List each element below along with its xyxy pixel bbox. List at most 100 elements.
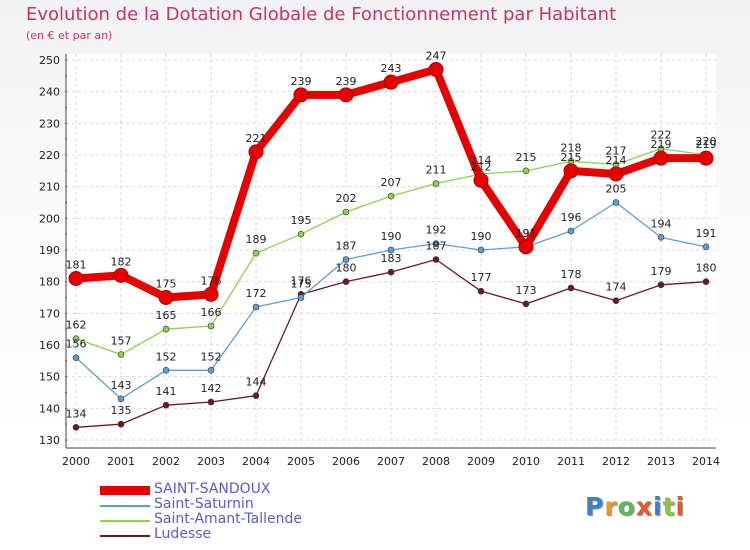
legend-label: SAINT-SANDOUX bbox=[154, 481, 271, 497]
data-point bbox=[297, 294, 305, 301]
data-point bbox=[342, 278, 350, 285]
legend-swatch bbox=[100, 519, 150, 522]
data-point bbox=[113, 267, 129, 283]
data-point bbox=[72, 354, 80, 361]
data-point bbox=[252, 392, 260, 399]
chart-subtitle: (en € et par an) bbox=[26, 29, 113, 42]
legend-swatch bbox=[100, 486, 150, 495]
data-point bbox=[162, 367, 170, 374]
data-label: 191 bbox=[696, 227, 717, 240]
data-point bbox=[72, 424, 80, 431]
data-label: 176 bbox=[291, 274, 312, 287]
data-point bbox=[698, 150, 714, 166]
data-point bbox=[432, 240, 440, 247]
data-label: 214 bbox=[606, 154, 627, 167]
data-point bbox=[428, 62, 444, 77]
data-label: 202 bbox=[336, 192, 357, 205]
data-label: 134 bbox=[66, 407, 87, 420]
x-tick-label: 2009 bbox=[467, 455, 495, 468]
x-tick-label: 2011 bbox=[557, 455, 585, 468]
x-tick-label: 2012 bbox=[602, 455, 630, 468]
data-label: 181 bbox=[66, 259, 87, 272]
data-point bbox=[387, 246, 395, 254]
data-label: 217 bbox=[606, 145, 627, 158]
data-point bbox=[653, 150, 669, 166]
legend-label: Ludesse bbox=[154, 526, 212, 542]
data-label: 219 bbox=[651, 138, 672, 151]
data-label: 175 bbox=[291, 278, 312, 291]
y-tick-label: 180 bbox=[39, 276, 60, 289]
x-tick-label: 2000 bbox=[62, 455, 90, 468]
data-point bbox=[522, 300, 530, 308]
data-label: 212 bbox=[471, 160, 492, 173]
data-label: 144 bbox=[246, 376, 267, 389]
data-point bbox=[162, 401, 170, 409]
x-tick-label: 2013 bbox=[647, 455, 675, 468]
data-point bbox=[522, 167, 530, 175]
data-label: 180 bbox=[696, 262, 717, 275]
data-label: 215 bbox=[561, 151, 582, 164]
x-tick-label: 2004 bbox=[242, 455, 270, 468]
data-label: 141 bbox=[156, 385, 177, 398]
data-label: 221 bbox=[246, 132, 267, 145]
data-label: 157 bbox=[111, 335, 132, 348]
data-label: 175 bbox=[156, 278, 177, 291]
data-label: 152 bbox=[156, 350, 177, 363]
y-tick-label: 200 bbox=[39, 212, 60, 225]
data-label: 135 bbox=[111, 404, 132, 417]
data-point bbox=[68, 271, 84, 286]
data-label: 173 bbox=[516, 284, 537, 297]
y-tick-label: 230 bbox=[39, 117, 60, 130]
data-label: 180 bbox=[336, 262, 357, 275]
data-label: 165 bbox=[156, 309, 177, 322]
data-point bbox=[567, 227, 575, 235]
data-point bbox=[432, 256, 440, 263]
data-label: 214 bbox=[471, 154, 492, 167]
data-point bbox=[612, 297, 620, 304]
data-point bbox=[473, 172, 489, 188]
y-tick-label: 140 bbox=[39, 402, 60, 415]
y-tick-label: 220 bbox=[39, 149, 60, 162]
data-label: 152 bbox=[201, 350, 222, 363]
data-point bbox=[342, 256, 350, 263]
data-point bbox=[207, 367, 215, 374]
y-tick-label: 240 bbox=[39, 86, 60, 99]
data-point bbox=[702, 278, 710, 285]
data-point bbox=[702, 243, 710, 251]
data-label: 176 bbox=[201, 274, 222, 287]
data-label: 207 bbox=[381, 176, 402, 189]
data-label: 172 bbox=[246, 287, 267, 300]
data-label: 239 bbox=[336, 75, 357, 88]
data-point bbox=[297, 230, 305, 238]
data-point bbox=[72, 335, 80, 342]
data-label: 166 bbox=[201, 306, 222, 319]
y-tick-label: 150 bbox=[39, 371, 60, 384]
data-label: 219 bbox=[696, 138, 717, 151]
y-tick-label: 190 bbox=[39, 244, 60, 257]
data-label: 211 bbox=[426, 164, 447, 177]
data-label: 243 bbox=[381, 62, 402, 75]
data-point bbox=[657, 234, 665, 241]
data-point bbox=[252, 249, 260, 257]
data-label: 218 bbox=[561, 141, 582, 154]
data-label: 162 bbox=[66, 319, 87, 332]
x-tick-label: 2007 bbox=[377, 455, 405, 468]
data-point bbox=[383, 74, 399, 90]
data-label: 189 bbox=[246, 233, 267, 246]
data-label: 179 bbox=[651, 265, 672, 278]
data-point bbox=[657, 281, 665, 289]
data-point bbox=[117, 395, 125, 403]
data-point bbox=[338, 87, 354, 103]
data-point bbox=[207, 398, 215, 406]
x-tick-label: 2014 bbox=[692, 455, 720, 468]
legend-swatch bbox=[100, 534, 150, 537]
data-label: 191 bbox=[516, 227, 537, 240]
data-point bbox=[342, 208, 350, 216]
data-point bbox=[387, 192, 395, 200]
data-point bbox=[117, 420, 125, 428]
data-label: 187 bbox=[336, 240, 357, 253]
x-tick-label: 2003 bbox=[197, 455, 225, 468]
x-tick-label: 2001 bbox=[107, 455, 135, 468]
data-label: 195 bbox=[291, 214, 312, 227]
